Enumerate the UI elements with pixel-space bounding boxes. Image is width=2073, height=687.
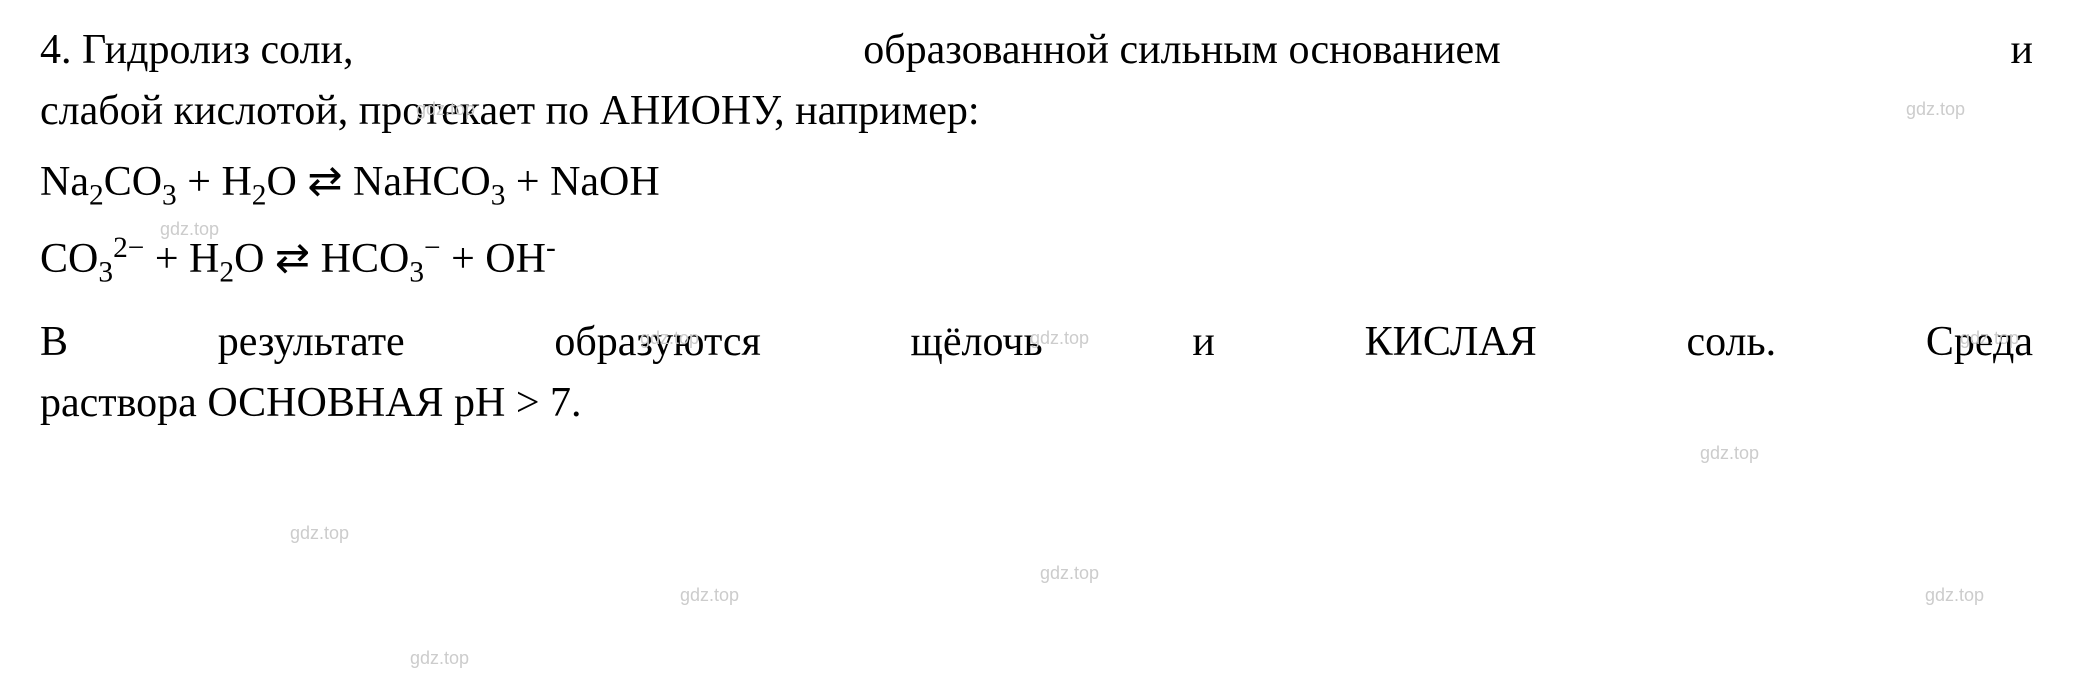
- eq2-reagent1: CO32−: [40, 236, 144, 282]
- para1-text-1: Гидролиз соли,: [82, 27, 354, 73]
- watermark-text: gdz.top: [290, 520, 349, 546]
- equation-1: Na2CO3 + H2O ⇄ NaHCO3 + NaOH: [40, 152, 2033, 217]
- eq2-plus1: +: [144, 236, 189, 282]
- eq1-product2: NaOH: [550, 159, 660, 205]
- paragraph-1: 4. Гидролиз соли, образованной сильным о…: [40, 20, 2033, 142]
- eq1-arrow: ⇄: [297, 159, 353, 205]
- eq1-product1: NaHCO3: [353, 159, 505, 205]
- item-number: 4.: [40, 27, 82, 73]
- eq2-product2: OH-: [485, 236, 555, 282]
- eq2-reagent2: H2O: [189, 236, 264, 282]
- watermark-text: gdz.top: [1925, 582, 1984, 608]
- para1-text-2: образованной сильным основанием: [863, 20, 1500, 81]
- eq2-arrow: ⇄: [264, 236, 320, 282]
- eq2-product1: HCO3−: [321, 236, 441, 282]
- para1-line2: слабой кислотой, протекает по АНИОНУ, на…: [40, 81, 980, 142]
- watermark-text: gdz.top: [1040, 560, 1099, 586]
- watermark-text: gdz.top: [410, 645, 469, 671]
- eq1-reagent1: Na2CO3: [40, 159, 177, 205]
- equation-2: CO32− + H2O ⇄ HCO3− + OH-: [40, 227, 2033, 294]
- watermark-text: gdz.top: [1700, 440, 1759, 466]
- watermark-text: gdz.top: [680, 582, 739, 608]
- eq1-plus2: +: [505, 159, 550, 205]
- eq1-plus1: +: [177, 159, 222, 205]
- para1-text-3: и: [2011, 20, 2033, 81]
- eq1-reagent2: H2O: [221, 159, 296, 205]
- paragraph-3: ВрезультатеобразуютсящёлочьиКИСЛАЯсоль.С…: [40, 312, 2033, 434]
- para3-line2: раствора ОСНОВНАЯ pH > 7.: [40, 373, 2033, 434]
- document-content: 4. Гидролиз соли, образованной сильным о…: [40, 20, 2033, 434]
- eq2-plus2: +: [441, 236, 486, 282]
